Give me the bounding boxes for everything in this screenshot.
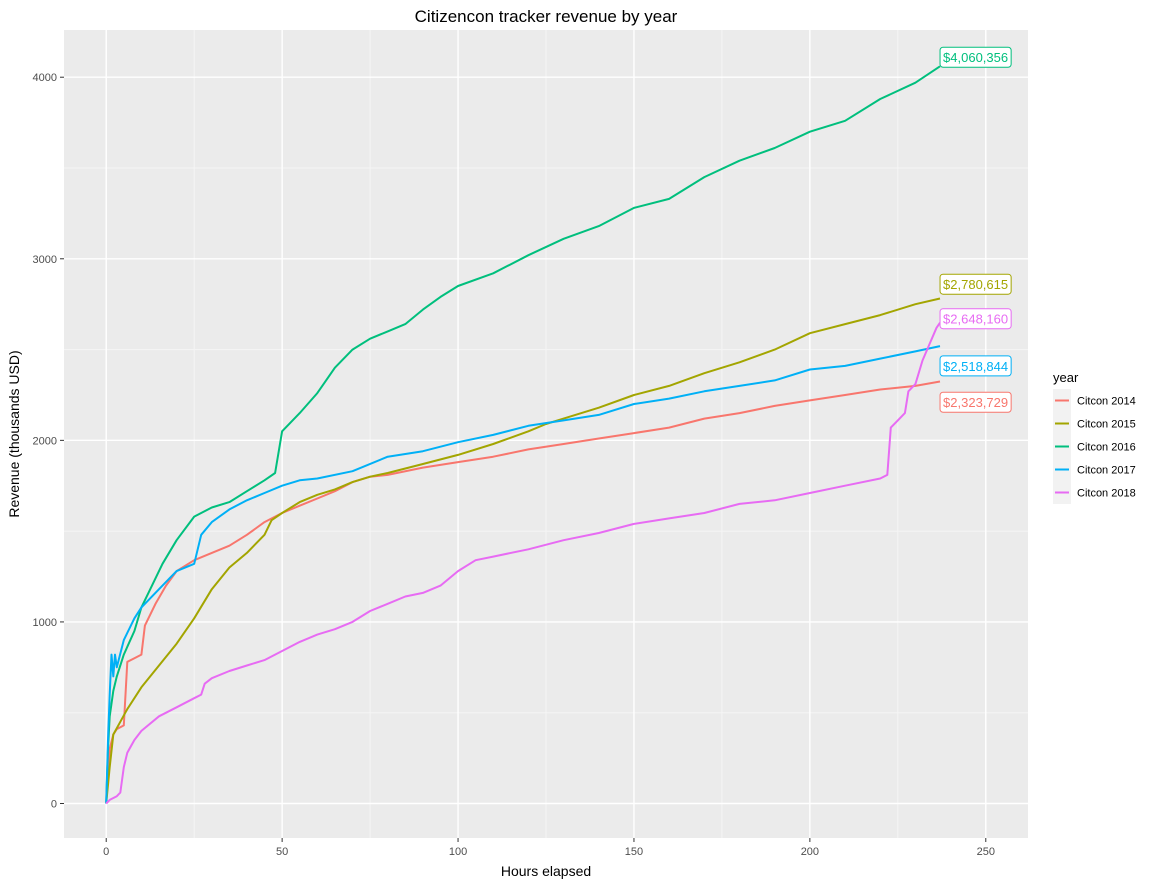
end-label-text: $4,060,356 [943,50,1008,65]
x-tick-label: 50 [276,846,288,858]
legend-item-citcon-2016: Citcon 2016 [1053,435,1136,458]
y-axis-ticks: 0 1000 2000 3000 4000 [33,72,64,811]
series-line-citcon-2018 [105,322,941,805]
end-label-text: $2,323,729 [943,395,1008,410]
legend-label: Citcon 2018 [1077,488,1136,500]
y-tick-label: 4000 [33,72,57,84]
end-label-box [939,46,1012,68]
end-label-box [939,355,1012,377]
x-tick-label: 200 [801,846,819,858]
end-label-box [939,308,1012,330]
legend-label: Citcon 2014 [1077,396,1136,408]
series-lines [105,65,941,805]
end-labels: $2,323,729 $2,780,615 $4,060,356 $2,518,844… [939,46,1012,413]
legend-item-citcon-2017: Citcon 2017 [1053,458,1136,481]
end-label-citcon-2016: $4,060,356 [939,46,1012,68]
legend-label: Citcon 2017 [1077,465,1136,477]
y-tick-label: 2000 [33,435,57,447]
legend-label: Citcon 2015 [1077,419,1136,431]
chart-title: Citizencon tracker revenue by year [415,7,678,26]
series-line-citcon-2016 [105,65,941,804]
x-tick-label: 100 [449,846,467,858]
x-axis-title: Hours elapsed [501,863,591,879]
end-label-citcon-2014: $2,323,729 [939,391,1012,413]
series-line-citcon-2017 [105,345,941,804]
end-label-box [939,273,1012,295]
minor-gridlines [64,30,1028,838]
x-tick-label: 150 [625,846,643,858]
series-line-citcon-2014 [105,380,941,804]
legend-item-citcon-2014: Citcon 2014 [1053,389,1136,412]
x-axis-ticks: 0 50 100 150 200 250 [103,838,995,858]
y-tick-label: 0 [51,799,57,811]
y-tick-label: 1000 [33,617,57,629]
legend-label: Citcon 2016 [1077,442,1136,454]
end-label-text: $2,648,160 [943,312,1008,327]
end-label-citcon-2018: $2,648,160 [939,308,1012,330]
legend-title: year [1053,370,1079,385]
legend-item-citcon-2018: Citcon 2018 [1053,481,1136,504]
end-label-box [939,391,1012,413]
end-label-citcon-2017: $2,518,844 [939,355,1012,377]
x-tick-label: 0 [103,846,109,858]
end-label-text: $2,518,844 [943,359,1008,374]
y-tick-label: 3000 [33,254,57,266]
legend: year Citcon 2014 Citcon 2015 Citcon 2016 Ci… [1053,370,1136,504]
x-tick-label: 250 [977,846,995,858]
legend-item-citcon-2015: Citcon 2015 [1053,412,1136,435]
end-label-citcon-2015: $2,780,615 [939,273,1012,295]
series-line-citcon-2015 [105,297,941,804]
y-axis-title: Revenue (thousands USD) [6,350,22,517]
end-label-text: $2,780,615 [943,277,1008,292]
